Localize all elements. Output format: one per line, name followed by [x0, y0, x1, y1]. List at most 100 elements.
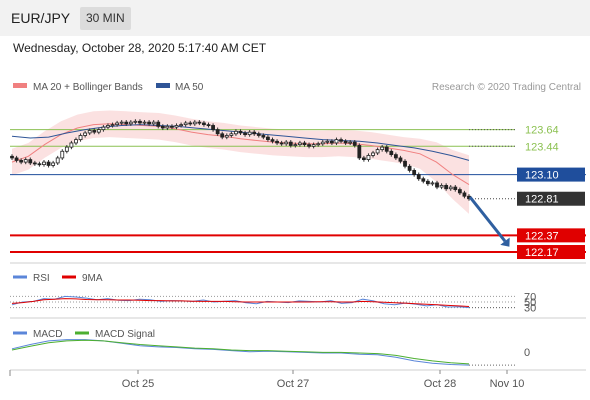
candle [14, 155, 19, 163]
candle [439, 183, 444, 190]
candle [357, 143, 362, 161]
candle [115, 120, 120, 127]
candle [92, 128, 97, 135]
price-level-labels: 123.64 123.44 123.10 122.81 122.37 122.17 [517, 125, 585, 259]
candle [220, 131, 225, 140]
candle [170, 124, 174, 130]
price-levels [10, 129, 586, 254]
candle [10, 154, 14, 161]
candle [147, 120, 152, 126]
candle [256, 131, 261, 138]
level-label-last: 122.81 [525, 194, 559, 206]
macd-grid: 0 [524, 347, 530, 359]
timeframe-button[interactable]: 30 MIN [80, 7, 131, 30]
chart-datetime: Wednesday, October 28, 2020 5:17:40 AM C… [13, 41, 267, 55]
candle [320, 140, 325, 146]
candle [124, 120, 129, 126]
copyright-notice: Research © 2020 Trading Central [432, 82, 581, 93]
candle [28, 157, 33, 166]
forecast-arrow [468, 196, 507, 243]
candle [142, 120, 147, 126]
candle [252, 130, 257, 136]
legend-ma20-label: MA 20 + Bollinger Bands [33, 82, 143, 93]
candle [380, 145, 385, 152]
candle [302, 140, 307, 147]
x-tick-label: Oct 25 [122, 378, 154, 390]
candle [288, 140, 293, 148]
candle [348, 140, 353, 146]
level-label-support: 122.17 [525, 247, 559, 259]
candle [444, 183, 449, 191]
candle [243, 130, 247, 137]
candle [156, 120, 161, 129]
candle [343, 139, 348, 146]
candle [371, 150, 375, 158]
candle [133, 119, 138, 125]
candle [339, 137, 343, 144]
candle [334, 137, 339, 146]
legend-ma50-swatch [156, 83, 170, 88]
candle [384, 145, 389, 154]
rsi-tick-label: 70 [524, 291, 536, 303]
candle [106, 123, 110, 130]
candle [128, 120, 133, 126]
candle [421, 176, 426, 184]
candle [64, 145, 69, 154]
legend-ma50-label: MA 50 [175, 82, 204, 93]
candle [202, 120, 206, 127]
x-axis: Oct 25 Oct 27 Oct 28 Nov 10 [122, 370, 525, 390]
x-tick-label: Oct 28 [424, 378, 456, 390]
candle [46, 160, 51, 168]
candle [119, 120, 124, 126]
candle [398, 155, 403, 164]
candle [32, 160, 37, 166]
level-label-resistance: 123.44 [525, 141, 559, 153]
candle [375, 147, 380, 156]
candle [238, 129, 243, 136]
candle [279, 140, 284, 146]
candle [151, 120, 156, 126]
candle [96, 127, 101, 135]
candle [42, 160, 46, 167]
candle [234, 129, 238, 136]
level-label-box [517, 245, 585, 260]
level-label-box [517, 167, 585, 182]
candle [101, 125, 106, 132]
candle [435, 180, 439, 190]
x-tick-label: Oct 27 [277, 378, 309, 390]
candle [183, 120, 188, 127]
candle [316, 141, 321, 147]
candle [160, 124, 165, 131]
candle [19, 158, 24, 165]
candle [55, 155, 60, 166]
candle [430, 180, 435, 186]
candle [206, 122, 211, 128]
candle [247, 130, 252, 137]
candle [188, 120, 193, 126]
candle [211, 123, 215, 132]
x-tick-label: Nov 10 [490, 378, 525, 390]
candle [366, 153, 371, 162]
candle [174, 123, 179, 130]
legend-macd-label: MACD [33, 329, 62, 340]
candle [457, 187, 462, 195]
candle [329, 139, 334, 146]
candle [407, 164, 412, 173]
candle [266, 135, 270, 142]
candle [389, 149, 394, 157]
candle [270, 137, 275, 144]
candle [448, 184, 453, 191]
candle [275, 139, 279, 146]
candle [87, 128, 92, 136]
candle [179, 122, 183, 128]
level-label-pivot: 123.10 [525, 170, 559, 182]
candle [215, 127, 220, 136]
candle [416, 172, 421, 181]
candle [361, 155, 366, 162]
candle [78, 133, 83, 142]
candle [165, 124, 170, 131]
level-label-box [517, 191, 585, 206]
candle [224, 133, 229, 140]
candle [83, 130, 88, 138]
candle [393, 152, 398, 161]
